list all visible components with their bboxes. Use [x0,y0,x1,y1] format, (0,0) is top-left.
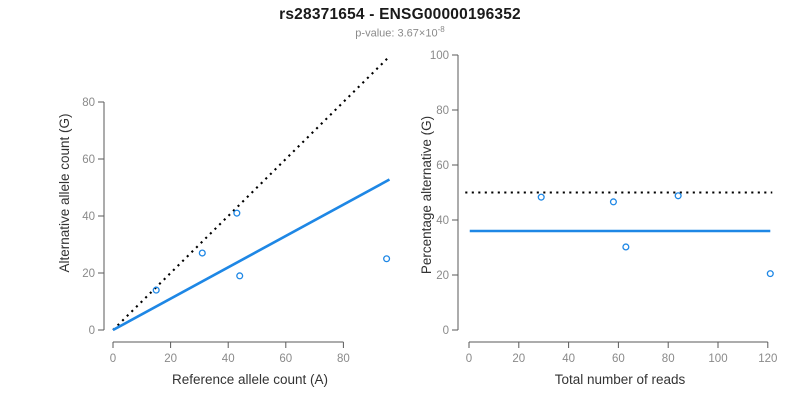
x-tick-label: 60 [612,353,625,365]
p-value-exponent: -8 [437,25,445,34]
x-tick-label: 0 [110,353,116,365]
y-tick-label: 60 [82,154,95,166]
x-tick-label: 20 [512,353,525,365]
y-tick-label: 40 [82,211,95,223]
fit-line [112,178,391,332]
y-tick-label: 100 [430,50,449,62]
data-point [766,270,774,278]
y-tick-label: 0 [443,325,449,337]
data-point [537,193,545,201]
y-tick-label: 80 [82,97,95,109]
y-tick-label: 0 [89,325,95,337]
x-tick-label: 80 [337,353,350,365]
y-tick-label: 80 [436,105,449,117]
x-tick-label: 40 [222,353,235,365]
y-tick-label: 40 [436,215,449,227]
x-axis-label: Total number of reads [555,372,686,387]
x-tick-label: 60 [279,353,292,365]
data-point [622,243,630,251]
x-tick-label: 20 [164,353,177,365]
left-plot: 0 20 40 60 80 0 20 40 60 80 Reference allele count… [57,57,391,387]
p-value-subtitle: p-value: 3.67×10-8 [0,25,800,40]
x-axis-label: Reference allele count (A) [172,372,328,387]
x-tick-label: 0 [466,353,472,365]
x-tick-label: 100 [708,353,727,365]
y-tick-label: 20 [436,270,449,282]
x-tick-label: 120 [758,353,777,365]
x-tick-label: 40 [562,353,575,365]
y-tick-label: 20 [82,268,95,280]
identity-line [112,57,389,331]
data-point [233,209,241,217]
data-point [198,249,206,257]
right-plot: 0 20 40 60 80 100 120 0 20 40 60 80 100 Total number … [419,50,777,387]
data-point [674,192,682,200]
data-point [236,272,244,280]
data-point [609,198,617,206]
data-point [152,286,160,294]
p-value-text: p-value: 3.67×10 [355,27,438,40]
y-axis-label: Percentage alternative (G) [419,116,434,274]
x-tick-label: 80 [662,353,675,365]
y-tick-label: 60 [436,160,449,172]
page-title: rs28371654 - ENSG00000196352 [279,6,521,23]
y-axis-label: Alternative allele count (G) [57,113,72,272]
data-point [383,255,391,263]
